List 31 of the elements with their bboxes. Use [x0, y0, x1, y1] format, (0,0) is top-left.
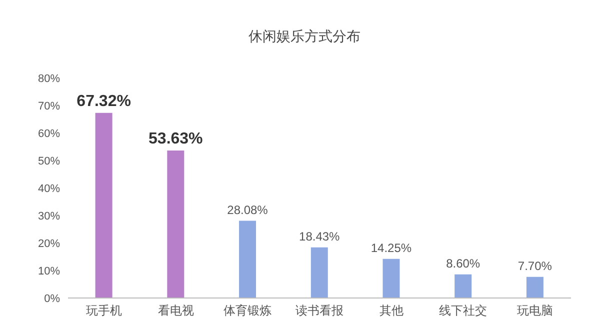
y-tick-label: 20% [38, 238, 60, 250]
data-label: 18.43% [299, 229, 340, 244]
bar [167, 150, 184, 298]
x-tick-label: 读书看报 [296, 304, 344, 318]
y-tick-label: 10% [38, 265, 60, 278]
bar [95, 112, 112, 298]
data-label: 7.70% [518, 258, 552, 273]
data-label: 8.60% [446, 256, 480, 270]
bar [382, 258, 400, 298]
y-tick-label: 70% [38, 100, 60, 112]
bar [526, 276, 544, 298]
chart-title: 休闲娱乐方式分布 [248, 27, 362, 46]
y-tick-label: 60% [38, 128, 60, 140]
bar [454, 274, 472, 298]
bar [310, 247, 328, 298]
y-tick-label: 40% [38, 182, 60, 195]
data-label: 67.32% [76, 92, 131, 110]
x-tick-label: 看电视 [158, 304, 194, 318]
data-label: 28.08% [227, 202, 268, 217]
y-tick-label: 0% [44, 292, 60, 305]
x-tick-label: 玩手机 [86, 304, 122, 318]
x-tick-label: 玩电脑 [517, 304, 554, 318]
data-label: 53.63% [148, 130, 203, 148]
y-tick-label: 50% [38, 155, 60, 168]
bar [239, 220, 256, 298]
data-label: 14.25% [370, 240, 412, 255]
y-tick-label: 30% [38, 210, 60, 222]
x-tick-label: 体育锻炼 [224, 304, 272, 318]
x-tick-label: 线下社交 [439, 304, 488, 318]
x-tick-label: 其他 [379, 304, 404, 318]
y-tick-label: 80% [38, 72, 60, 85]
